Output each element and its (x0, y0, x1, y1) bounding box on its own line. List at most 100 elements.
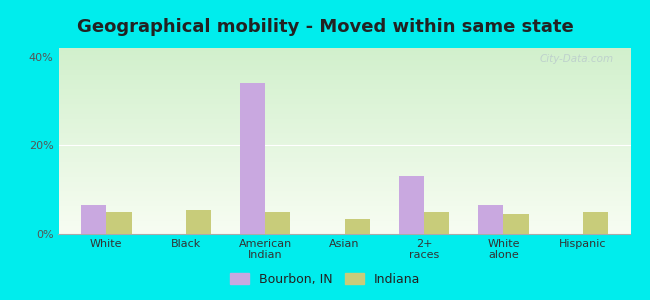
Bar (58, 63, 630, 64)
Bar (58, 95, 630, 96)
Bar (58, 180, 630, 181)
Bar (58, 149, 630, 150)
Bar (503, 214, 529, 234)
Bar (58, 204, 630, 205)
Bar (58, 132, 630, 133)
Bar (58, 119, 630, 120)
Bar (58, 58, 630, 59)
Bar (58, 167, 630, 168)
Text: City-Data.com: City-Data.com (540, 54, 614, 64)
Bar (58, 141, 630, 142)
Bar (58, 140, 630, 141)
Bar (58, 64, 630, 65)
Bar (58, 106, 630, 107)
Bar (58, 130, 630, 131)
Bar (58, 100, 630, 101)
Bar (58, 202, 630, 203)
Bar (58, 222, 630, 223)
Bar (58, 165, 630, 166)
Bar (58, 117, 630, 118)
Bar (58, 112, 630, 113)
Bar (58, 69, 630, 70)
Bar (58, 89, 630, 90)
Bar (58, 52, 630, 53)
Bar (58, 107, 630, 109)
Bar (58, 79, 630, 80)
Bar (58, 133, 630, 134)
Bar (58, 48, 630, 49)
Bar (58, 144, 630, 145)
Bar (186, 210, 211, 234)
Bar (58, 49, 630, 50)
Bar (583, 212, 608, 234)
Bar (58, 223, 630, 224)
Bar (58, 173, 630, 175)
Bar (58, 208, 630, 209)
Bar (344, 218, 370, 234)
Bar (58, 59, 630, 60)
Bar (58, 218, 630, 219)
Bar (58, 224, 630, 225)
Bar (58, 97, 630, 98)
Bar (58, 175, 630, 176)
Bar (58, 206, 630, 207)
Bar (58, 57, 630, 58)
Bar (58, 50, 630, 51)
Bar (58, 87, 630, 88)
Bar (58, 138, 630, 139)
Bar (58, 114, 630, 115)
Bar (58, 143, 630, 144)
Bar (58, 181, 630, 182)
Bar (58, 98, 630, 99)
Bar (58, 128, 630, 129)
Bar (58, 56, 630, 57)
Bar (58, 158, 630, 159)
Bar (58, 231, 630, 232)
Bar (58, 228, 630, 229)
Bar (81, 205, 106, 234)
Bar (58, 160, 630, 161)
Bar (58, 148, 630, 149)
Bar (58, 104, 630, 105)
Bar (58, 53, 630, 54)
Bar (58, 210, 630, 211)
Bar (58, 60, 630, 61)
Bar (58, 159, 630, 160)
Bar (58, 85, 630, 86)
Bar (58, 152, 630, 153)
Bar (58, 147, 630, 148)
Bar (58, 127, 630, 128)
Bar (58, 225, 630, 226)
Bar (58, 78, 630, 79)
Bar (58, 183, 630, 184)
Bar (58, 109, 630, 110)
Bar (58, 196, 630, 197)
Bar (58, 122, 630, 123)
Bar (58, 62, 630, 63)
Bar (58, 126, 630, 127)
Bar (58, 178, 630, 179)
Bar (58, 185, 630, 186)
Bar (58, 151, 630, 152)
Bar (58, 88, 630, 89)
Bar (58, 73, 630, 74)
Bar (58, 110, 630, 111)
Bar (58, 209, 630, 210)
Bar (58, 66, 630, 67)
Bar (58, 189, 630, 190)
Bar (58, 120, 630, 121)
Bar (58, 214, 630, 215)
Bar (58, 118, 630, 119)
Bar (58, 71, 630, 72)
Bar (58, 199, 630, 200)
Bar (58, 176, 630, 177)
Bar (58, 137, 630, 138)
Bar (58, 162, 630, 163)
Bar (58, 217, 630, 218)
Bar (58, 198, 630, 199)
Bar (58, 229, 630, 230)
Bar (58, 190, 630, 191)
Bar (58, 221, 630, 222)
Bar (58, 74, 630, 75)
Bar (58, 168, 630, 169)
